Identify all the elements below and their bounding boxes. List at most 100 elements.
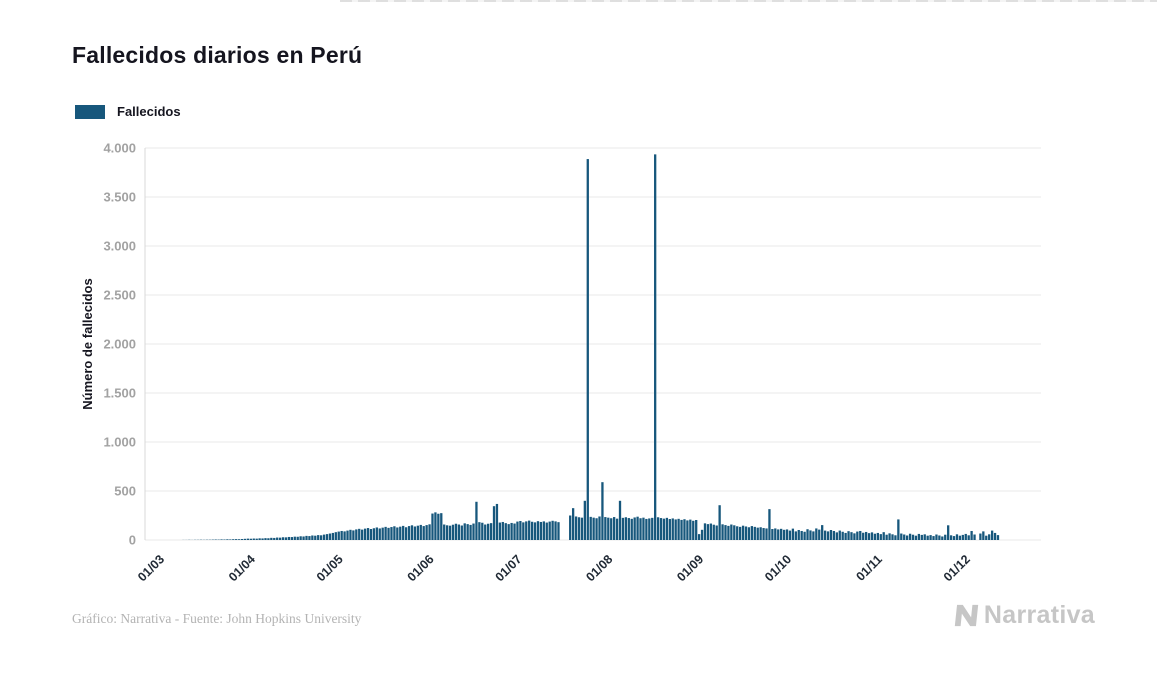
bar <box>507 524 510 540</box>
bar <box>569 515 572 540</box>
bar <box>706 524 710 540</box>
bar <box>378 528 381 540</box>
bar <box>891 534 894 540</box>
bar <box>504 523 507 540</box>
x-axis-tick-label: 01/12 <box>941 552 973 584</box>
bar <box>413 526 417 540</box>
bar <box>287 536 291 540</box>
bar <box>894 535 897 540</box>
bar <box>440 513 443 540</box>
bar <box>220 539 223 540</box>
bar <box>281 537 285 540</box>
bar <box>284 537 288 540</box>
bar <box>308 536 311 540</box>
bar <box>753 526 756 540</box>
bar <box>932 536 935 540</box>
bar <box>393 526 396 540</box>
bar <box>577 517 581 540</box>
bar <box>399 526 402 540</box>
bar <box>800 530 803 540</box>
bar <box>627 518 630 540</box>
bar <box>501 521 504 540</box>
bar <box>402 525 405 540</box>
bar <box>879 534 882 540</box>
bar <box>744 526 748 540</box>
bar <box>829 530 833 540</box>
bar <box>721 524 724 540</box>
bar <box>659 518 663 540</box>
bar <box>947 525 950 540</box>
bar <box>923 534 926 540</box>
bar <box>390 527 393 540</box>
bar <box>349 529 352 540</box>
bar <box>542 521 545 540</box>
bar <box>671 518 674 540</box>
bar <box>337 531 340 540</box>
bar <box>850 532 853 540</box>
bar <box>844 532 847 540</box>
bar <box>970 530 973 540</box>
bar <box>322 534 326 540</box>
bar <box>897 519 900 540</box>
bar <box>900 533 903 540</box>
bar <box>697 534 701 540</box>
bar <box>358 528 361 540</box>
bar <box>768 509 771 540</box>
y-axis-tick-label: 2.500 <box>103 288 136 303</box>
bar <box>777 529 780 540</box>
bar <box>607 517 610 540</box>
bar <box>738 526 742 540</box>
bar <box>876 532 879 540</box>
bar <box>654 154 657 540</box>
bar <box>495 503 499 540</box>
bar <box>973 534 976 540</box>
bar <box>633 517 636 540</box>
bar <box>806 529 809 540</box>
bar <box>686 520 689 540</box>
bar <box>665 517 669 540</box>
bar <box>765 528 768 540</box>
x-axis-tick-label: 01/09 <box>674 552 706 584</box>
bar <box>771 529 774 540</box>
bar <box>571 508 575 540</box>
bar <box>317 535 320 540</box>
bar <box>847 531 850 540</box>
bar <box>331 532 335 540</box>
bar <box>583 500 586 540</box>
bar <box>979 533 982 540</box>
bar <box>522 522 525 540</box>
bar <box>410 525 414 540</box>
bar <box>489 523 493 540</box>
bar <box>636 516 639 540</box>
bar <box>730 524 733 540</box>
bar <box>361 529 364 540</box>
bar <box>756 527 759 540</box>
bar <box>580 517 584 540</box>
y-axis-tick-label: 0 <box>129 533 136 548</box>
bar <box>229 539 232 540</box>
bar <box>255 538 258 540</box>
bar <box>630 518 633 540</box>
bar <box>528 520 531 540</box>
bar <box>621 517 625 540</box>
bar <box>759 527 762 540</box>
bar <box>938 535 941 540</box>
bar <box>320 535 323 540</box>
legend: Fallecidos <box>75 104 181 119</box>
bar <box>908 533 912 540</box>
bar <box>624 517 628 540</box>
bar <box>856 531 859 540</box>
bar <box>689 519 692 540</box>
bar <box>926 535 929 540</box>
bar <box>645 518 648 540</box>
bar <box>299 536 302 540</box>
bar <box>267 538 270 540</box>
bar <box>774 528 777 540</box>
x-axis-tick-label: 01/03 <box>135 552 167 584</box>
bar <box>718 505 721 540</box>
bar <box>949 535 953 540</box>
bar <box>539 521 543 540</box>
bar <box>838 530 841 540</box>
